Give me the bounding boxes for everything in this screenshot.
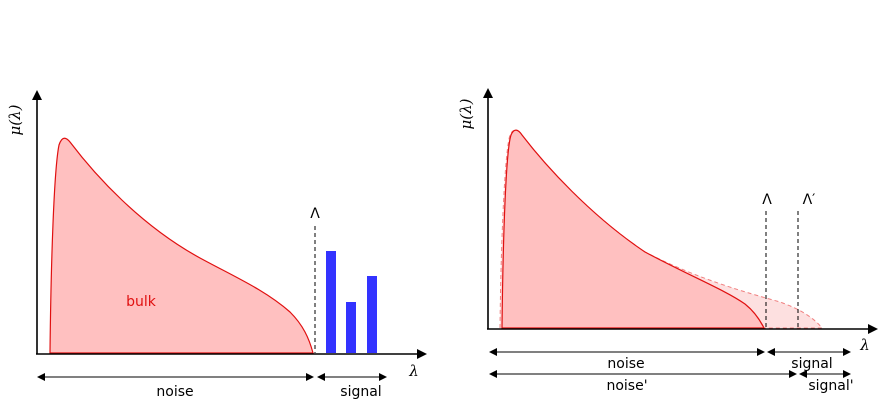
left-bulk-density bbox=[49, 137, 314, 354]
right-signal-label: signal bbox=[791, 356, 832, 372]
left-x-axis-label: λ bbox=[408, 362, 419, 380]
left-y-axis-label: μ(λ) bbox=[6, 104, 24, 135]
left-panel: Λ μ(λ) λ bulk noise signal bbox=[6, 90, 427, 400]
right-y-axis-label: μ(λ) bbox=[457, 98, 475, 129]
right-noise-label: noise bbox=[607, 356, 644, 372]
right-bulk-density bbox=[501, 129, 765, 329]
bulk-label: bulk bbox=[126, 294, 157, 310]
left-threshold-label: Λ bbox=[310, 206, 320, 222]
signal-bar-2 bbox=[346, 302, 356, 353]
right-noise-prime-label: noise' bbox=[606, 378, 647, 394]
signal-bar-1 bbox=[326, 251, 336, 353]
right-panel: Λ Λ′ μ(λ) λ noise signal noise' signal' bbox=[457, 88, 878, 394]
right-threshold-label: Λ bbox=[762, 192, 772, 208]
right-x-axis-label: λ bbox=[859, 336, 870, 354]
left-noise-label: noise bbox=[156, 384, 193, 400]
right-threshold-prime-label: Λ′ bbox=[803, 192, 816, 208]
signal-bar-3 bbox=[367, 276, 377, 353]
right-signal-prime-label: signal' bbox=[808, 378, 853, 394]
left-signal-label: signal bbox=[340, 384, 381, 400]
